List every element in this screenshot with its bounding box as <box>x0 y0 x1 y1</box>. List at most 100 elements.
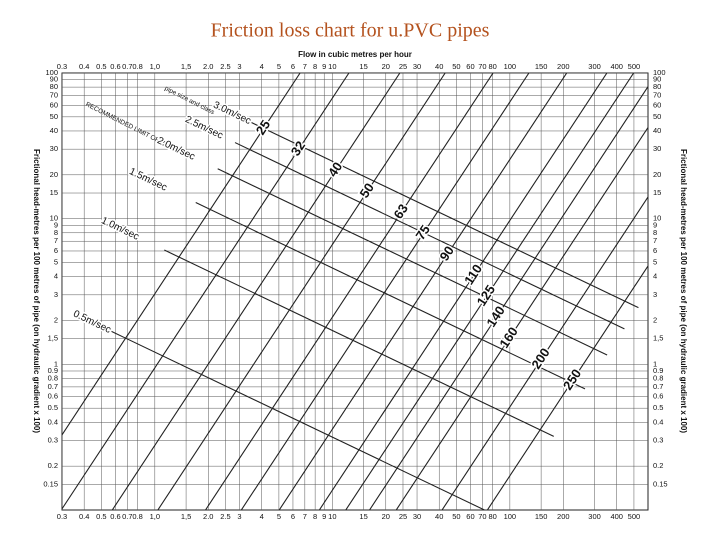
x-tick-label: 0.3 <box>57 512 67 521</box>
x-tick-label: 8 <box>313 62 317 71</box>
y-tick-label: 80 <box>50 82 58 91</box>
y-tick-label: 50 <box>653 112 661 121</box>
y-tick-label: 10 <box>653 214 661 223</box>
series-label: 0.5m/sec <box>71 308 112 335</box>
y-tick-label: 0.2 <box>48 461 58 470</box>
series-line <box>441 196 648 510</box>
y-tick-label: 50 <box>50 112 58 121</box>
series-label: 3.0m/sec <box>211 100 252 127</box>
x-tick-label: 500 <box>628 512 641 521</box>
y-tick-label: 70 <box>50 91 58 100</box>
series-line <box>110 330 486 510</box>
x-tick-label: 500 <box>628 62 641 71</box>
y-tick-label: 3 <box>54 290 58 299</box>
x-tick-label: 10 <box>328 512 336 521</box>
series-line <box>395 126 648 510</box>
series-line <box>195 202 586 390</box>
x-tick-label: 50 <box>452 62 460 71</box>
y-tick-label: 90 <box>653 75 661 84</box>
y-tick-label: 15 <box>50 188 58 197</box>
x-tick-label: 80 <box>488 62 496 71</box>
x-tick-label: 400 <box>610 62 623 71</box>
x-tick-label: 100 <box>504 62 517 71</box>
x-tick-label: 60 <box>466 512 474 521</box>
y-tick-label: 7 <box>54 236 58 245</box>
series-line <box>318 73 608 510</box>
y-tick-label: 0.5 <box>48 403 58 412</box>
x-tick-label: 15 <box>359 512 367 521</box>
x-tick-label: 1,5 <box>181 62 191 71</box>
series-label: 160 <box>496 324 520 350</box>
x-tick-label: 9 <box>322 62 326 71</box>
x-tick-label: 60 <box>466 62 474 71</box>
x-tick-label: 300 <box>588 62 601 71</box>
x-tick-label: 15 <box>359 62 367 71</box>
x-tick-label: 2.5 <box>220 62 230 71</box>
y-tick-label: 30 <box>653 144 661 153</box>
y-tick-label: 8 <box>653 228 657 237</box>
x-tick-label: 25 <box>399 512 407 521</box>
y-tick-label: 0.7 <box>48 382 58 391</box>
x-tick-label: 40 <box>435 512 443 521</box>
x-tick-label: 2.0 <box>203 62 213 71</box>
x-tick-label: 9 <box>322 512 326 521</box>
x-tick-label: 8 <box>313 512 317 521</box>
x-tick-label: 200 <box>557 512 570 521</box>
series-line <box>345 73 635 510</box>
y-tick-label: 0.3 <box>48 435 58 444</box>
series-label: 40 <box>325 159 345 179</box>
y-tick-label: 0.9 <box>48 366 58 375</box>
series-label: 25 <box>253 117 273 137</box>
y-tick-label: 5 <box>54 258 58 267</box>
x-tick-label: 2.5 <box>220 512 230 521</box>
series-label: 50 <box>356 180 376 200</box>
x-tick-label: 150 <box>535 512 548 521</box>
y-tick-label: 0.6 <box>653 392 663 401</box>
x-tick-label: 50 <box>452 512 460 521</box>
x-tick-label: 5 <box>277 512 281 521</box>
series-label: 1.0m/sec <box>99 215 140 242</box>
series-label: 1.5m/sec <box>127 166 168 193</box>
x-tick-label: 0.4 <box>79 512 89 521</box>
y-tick-label: 20 <box>653 170 661 179</box>
y-tick-label: 4 <box>653 272 657 281</box>
x-tick-label: 20 <box>382 512 390 521</box>
y-tick-label: 0.8 <box>653 373 663 382</box>
y-tick-label: 6 <box>54 246 58 255</box>
y-tick-label: 0.4 <box>653 417 663 426</box>
y-tick-label: 60 <box>653 100 661 109</box>
x-tick-label: 25 <box>399 62 407 71</box>
y-tick-label: 70 <box>653 91 661 100</box>
y-tick-label: 10 <box>50 214 58 223</box>
y-tick-label: 8 <box>54 228 58 237</box>
x-tick-label: 6 <box>291 62 295 71</box>
y-tick-label: 1,5 <box>653 334 663 343</box>
x-tick-label: 10 <box>328 62 336 71</box>
y-tick-label: 2 <box>653 315 657 324</box>
series-label: 90 <box>436 243 456 263</box>
y-tick-label: 0.6 <box>48 392 58 401</box>
x-tick-label: 0.8 <box>132 62 142 71</box>
series-line <box>111 73 401 510</box>
x-tick-label: 0.6 <box>110 512 120 521</box>
series-label: 2.5m/sec <box>183 114 224 141</box>
x-tick-label: 1,0 <box>150 62 160 71</box>
series-line <box>234 142 625 330</box>
x-tick-label: 1,0 <box>150 512 160 521</box>
y-tick-label: 0.7 <box>653 382 663 391</box>
y-tick-label: 1 <box>54 359 58 368</box>
y-tick-label: 6 <box>653 246 657 255</box>
x-tick-label: 80 <box>488 512 496 521</box>
y-tick-label: 100 <box>653 68 666 77</box>
x-axis-title: Flow in cubic metres per hour <box>298 50 412 59</box>
x-tick-label: 7 <box>303 512 307 521</box>
x-tick-label: 7 <box>303 62 307 71</box>
y-tick-label: 40 <box>653 126 661 135</box>
y-tick-label: 0.2 <box>653 461 663 470</box>
series-label: 110 <box>461 262 485 288</box>
y-tick-label: 3 <box>653 290 657 299</box>
x-tick-label: 300 <box>588 512 601 521</box>
x-tick-label: 200 <box>557 62 570 71</box>
series-line <box>240 73 530 510</box>
y-tick-label: 4 <box>54 272 58 281</box>
